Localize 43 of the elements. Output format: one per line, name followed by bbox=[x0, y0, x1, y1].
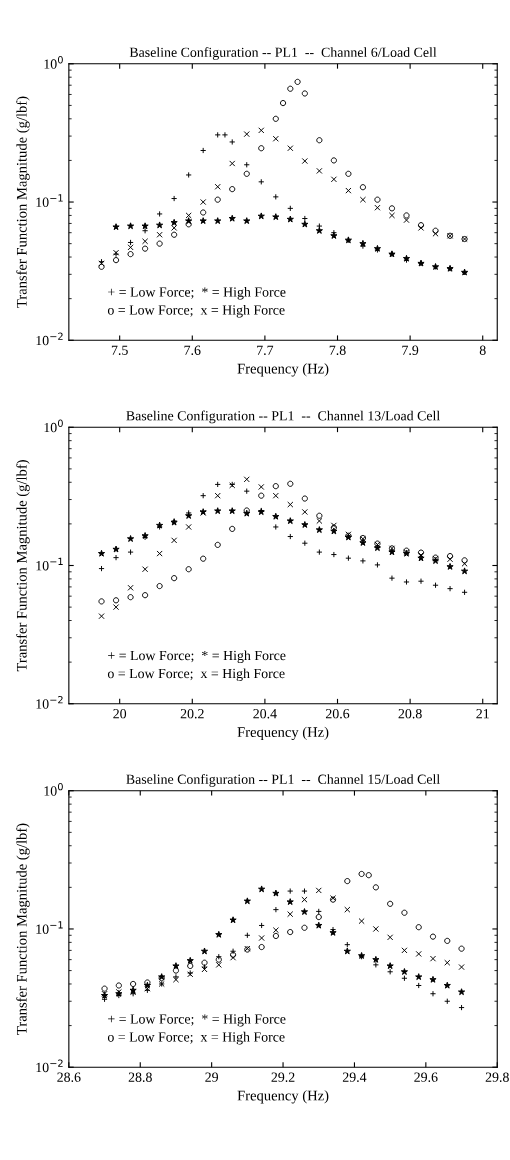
x-tick-label: 21 bbox=[476, 709, 489, 719]
x-axis-title: Frequency (Hz) bbox=[237, 363, 329, 377]
y-axis-title: Transfer Function Magnitude (g/lbf) bbox=[16, 96, 30, 308]
x-tick-label: 20 bbox=[113, 709, 127, 719]
annotation: o = Low Force; x = High Force bbox=[107, 668, 285, 682]
annotation: o = Low Force; x = High Force bbox=[107, 304, 285, 318]
x-axis-title: Frequency (Hz) bbox=[237, 726, 329, 741]
x-tick-label: 29.8 bbox=[485, 1072, 509, 1082]
x-tick-label: 28.8 bbox=[128, 1072, 152, 1082]
x-tick-label: 7.7 bbox=[257, 345, 274, 355]
y-tick-label: 10$^{−1}$ bbox=[36, 194, 63, 207]
x-tick-label: 29.2 bbox=[271, 1072, 295, 1082]
x-tick-label: 7.8 bbox=[329, 345, 346, 355]
y-tick-label: 10$^{0}$ bbox=[44, 419, 63, 433]
x-tick-label: 29 bbox=[205, 1072, 219, 1082]
annotation: + = Low Force; * = High Force bbox=[108, 650, 286, 664]
annotation: o = Low Force; x = High Force bbox=[107, 1031, 285, 1045]
y-axis-title: Transfer Function Magnitude (g/lbf) bbox=[16, 460, 30, 672]
chart-title: Baseline Configuration -- PL1 -- Channel 15/Load Cell bbox=[126, 774, 440, 787]
x-axis-title: Frequency (Hz) bbox=[237, 1090, 329, 1104]
x-tick-label: 7.5 bbox=[111, 345, 128, 355]
y-tick-label: 10$^{−2}$ bbox=[36, 1059, 63, 1073]
y-tick-label: 10$^{0}$ bbox=[44, 783, 63, 796]
annotation: + = Low Force; * = High Force bbox=[108, 1013, 286, 1027]
y-tick-label: 10$^{−2}$ bbox=[36, 332, 63, 346]
x-tick-label: 29.6 bbox=[414, 1072, 438, 1082]
x-tick-label: 28.6 bbox=[57, 1072, 81, 1082]
y-tick-label: 10$^{−1}$ bbox=[36, 557, 63, 571]
chart-title: Baseline Configuration -- PL1 -- Channel 6/Load Cell bbox=[129, 47, 437, 60]
x-tick-label: 20.8 bbox=[398, 709, 422, 719]
annotation: + = Low Force; * = High Force bbox=[108, 286, 286, 300]
x-tick-label: 20.2 bbox=[180, 709, 204, 719]
x-tick-label: 20.6 bbox=[325, 709, 350, 719]
x-tick-label: 7.6 bbox=[184, 345, 201, 355]
x-tick-label: 8 bbox=[479, 345, 486, 355]
x-tick-label: 7.9 bbox=[402, 345, 419, 355]
x-tick-label: 29.4 bbox=[342, 1072, 367, 1082]
y-tick-label: 10$^{−1}$ bbox=[36, 921, 63, 934]
y-axis-title: Transfer Function Magnitude (g/lbf) bbox=[16, 823, 30, 1035]
chart-title: Baseline Configuration -- PL1 -- Channel 13/Load Cell bbox=[126, 410, 440, 424]
x-tick-label: 20.4 bbox=[253, 709, 277, 719]
y-tick-label: 10$^{0}$ bbox=[44, 56, 63, 69]
y-tick-label: 10$^{−2}$ bbox=[36, 696, 63, 709]
